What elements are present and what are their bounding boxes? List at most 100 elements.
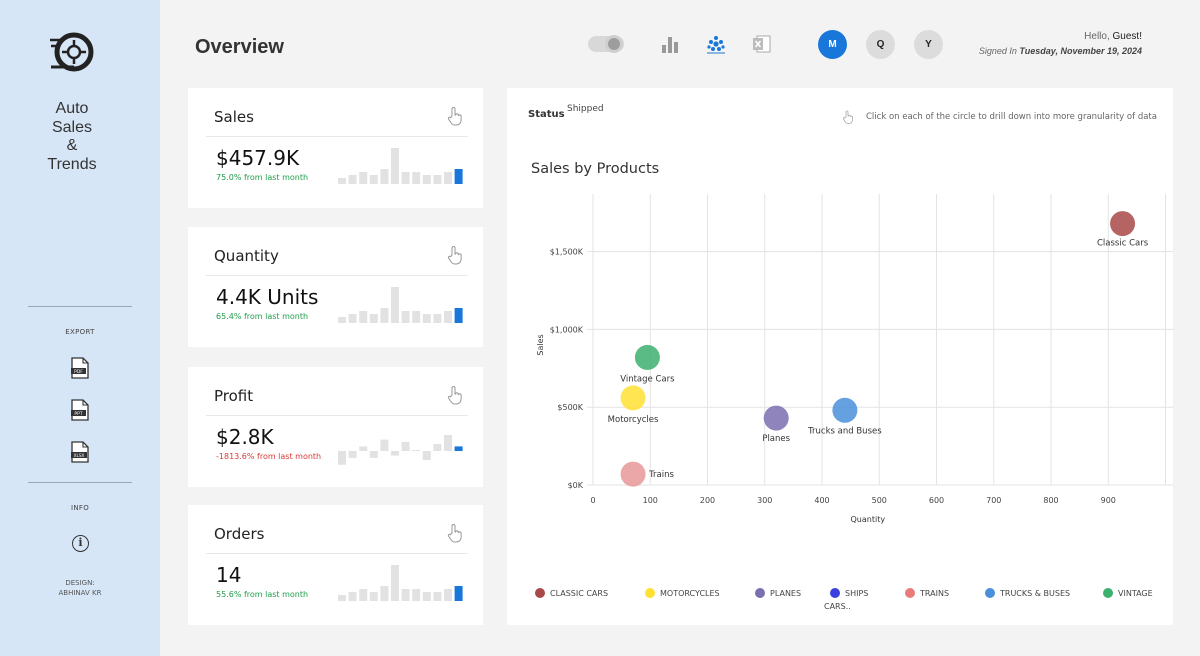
status-value[interactable]: Shipped	[567, 104, 604, 114]
kpi-value: $457.9K	[216, 146, 300, 170]
legend-item[interactable]: MOTORCYCLES	[645, 588, 720, 598]
spark-bar	[412, 450, 421, 451]
kpi-separator	[206, 275, 468, 276]
kpi-sparkline	[338, 148, 463, 184]
user-name: Guest!	[1112, 31, 1142, 42]
chart-panel: Status Shipped Click on each of the circ…	[507, 88, 1173, 625]
ppt-file-text: PPT	[74, 411, 82, 417]
spark-bar	[359, 172, 368, 184]
legend-item[interactable]: SHIPS	[830, 588, 868, 598]
pointer-hand-icon[interactable]	[446, 106, 464, 126]
spark-bar	[391, 287, 399, 323]
brand-line: Trends	[47, 155, 97, 173]
spark-bar	[454, 446, 463, 451]
legend-item[interactable]: TRAINS	[905, 588, 949, 598]
legend-item[interactable]: TRUCKS & BUSES	[985, 588, 1070, 598]
kpi-card-quantity: Quantity 4.4K Units 65.4% from last month	[188, 227, 483, 347]
bubble-planes[interactable]	[763, 405, 789, 431]
spark-bar	[401, 441, 410, 451]
legend-label: VINTAGE	[1118, 589, 1153, 598]
ppt-file-icon[interactable]: PPT	[71, 399, 89, 421]
x-tick-label: 800	[1043, 496, 1058, 505]
xlsx-file-icon[interactable]: XLSX	[71, 441, 89, 463]
info-label: INFO	[70, 504, 90, 512]
kpi-title: Orders	[214, 525, 265, 543]
spark-bar	[369, 314, 378, 323]
toggle-switch-icon[interactable]	[588, 35, 624, 53]
spark-bar	[422, 451, 431, 461]
spark-bar	[454, 308, 463, 323]
x-tick-label: 100	[643, 496, 658, 505]
kpi-value: $2.8K	[216, 425, 274, 449]
x-tick-label: 200	[700, 496, 715, 505]
period-quarter-button[interactable]: Q	[866, 30, 895, 59]
bubble-classic-cars[interactable]	[1110, 211, 1136, 237]
bar-chart-icon[interactable]	[661, 34, 681, 54]
spark-bar	[401, 311, 410, 323]
scatter-chart: $0K $500K $1,000K $1,500K 0 100 200 300 400 500 60…	[536, 194, 1173, 524]
legend-item[interactable]: VINTAGE	[1103, 588, 1153, 598]
legend-label: TRAINS	[920, 589, 950, 598]
kpi-change: 65.4% from last month	[216, 312, 309, 321]
greeting-prefix: Hello,	[1084, 31, 1110, 42]
spark-bar	[359, 446, 368, 451]
excel-icon[interactable]	[752, 34, 772, 54]
kpi-title: Profit	[214, 387, 254, 405]
sidebar-divider	[28, 306, 132, 307]
spark-bar	[338, 451, 346, 465]
pdf-file-text: PDF	[74, 369, 83, 375]
spark-bar	[380, 308, 389, 323]
kpi-card-sales: Sales $457.9K 75.0% from last month	[188, 88, 483, 208]
spark-bar	[380, 439, 389, 451]
bubble-trucks-and-buses[interactable]	[832, 397, 858, 423]
spark-bar	[433, 444, 442, 451]
bubble-label: Planes	[762, 434, 790, 444]
tire-logo-icon	[50, 32, 94, 72]
period-month-button[interactable]: M	[818, 30, 847, 59]
brand-line: Auto	[55, 100, 89, 117]
x-tick-label: 500	[872, 496, 887, 505]
spark-bar	[359, 589, 368, 601]
bubble-chart-icon[interactable]	[706, 34, 726, 54]
spark-bar	[444, 435, 452, 451]
xlsx-file-text: XLSX	[74, 453, 85, 458]
pdf-file-icon[interactable]: PDF	[71, 357, 89, 379]
kpi-sparkline	[338, 565, 463, 601]
spark-bar	[433, 175, 442, 184]
period-year-button[interactable]: Y	[914, 30, 943, 59]
spark-bar	[359, 311, 368, 323]
bubble-label: Motorcycles	[608, 415, 659, 425]
user-greeting: Hello, Guest! Signed In Tuesday, Novembe…	[979, 30, 1142, 58]
bubble-label: Trucks and Buses	[807, 426, 882, 436]
spark-bar	[412, 311, 421, 323]
spark-bar	[391, 565, 399, 601]
spark-bar	[380, 586, 389, 601]
spark-bar	[422, 592, 431, 601]
y-tick-label: $1,000K	[550, 325, 584, 334]
legend-swatch	[830, 588, 840, 598]
spark-bar	[338, 317, 346, 323]
brand-line: Sales	[51, 118, 93, 136]
x-tick-label: 0	[590, 496, 595, 505]
bubble-motorcycles[interactable]	[620, 385, 646, 411]
kpi-title: Quantity	[214, 247, 279, 265]
legend-item[interactable]: CLASSIC CARS	[535, 588, 608, 598]
kpi-title: Sales	[214, 108, 254, 126]
brand-name: Auto Sales & Trends	[0, 100, 144, 174]
spark-bar	[348, 314, 357, 323]
pointer-hand-icon[interactable]	[446, 245, 464, 265]
x-tick-label: 700	[986, 496, 1001, 505]
pointer-hand-icon[interactable]	[446, 523, 464, 543]
info-icon[interactable]: i	[72, 535, 89, 552]
legend-item[interactable]: PLANES	[755, 588, 801, 598]
spark-bar	[391, 451, 399, 456]
spark-bar	[380, 169, 389, 184]
spark-bar	[369, 175, 378, 184]
spark-bar	[369, 451, 378, 458]
pointer-hand-icon[interactable]	[446, 385, 464, 405]
bubble-vintage-cars[interactable]	[634, 344, 660, 370]
x-tick-label: 600	[929, 496, 944, 505]
legend-overflow: CARS..	[824, 602, 851, 611]
bubble-trains[interactable]	[620, 461, 646, 487]
spark-bar	[401, 172, 410, 184]
